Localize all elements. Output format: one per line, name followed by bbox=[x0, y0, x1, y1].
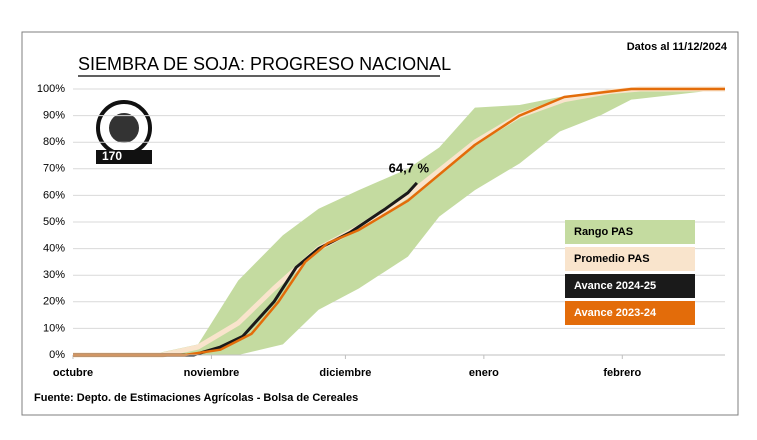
legend-label: Avance 2023-24 bbox=[574, 307, 657, 319]
legend-label: Promedio PAS bbox=[574, 253, 650, 265]
data-label: 64,7 % bbox=[389, 160, 430, 175]
x-tick-label: diciembre bbox=[319, 367, 371, 379]
y-tick-label: 100% bbox=[37, 83, 65, 95]
logo: 170 bbox=[96, 100, 152, 164]
logo-text: 170 bbox=[102, 149, 122, 163]
range-area bbox=[73, 89, 725, 355]
x-tick-label: enero bbox=[469, 367, 499, 379]
y-tick-label: 10% bbox=[43, 322, 65, 334]
y-tick-label: 70% bbox=[43, 163, 65, 175]
y-tick-label: 40% bbox=[43, 243, 65, 255]
legend-swatch bbox=[565, 247, 695, 271]
series-line bbox=[73, 87, 725, 357]
x-tick-label: octubre bbox=[53, 367, 93, 379]
y-tick-label: 30% bbox=[43, 269, 65, 281]
chart-title: SIEMBRA DE SOJA: PROGRESO NACIONAL bbox=[78, 54, 451, 74]
legend-label: Avance 2024-25 bbox=[574, 280, 656, 292]
legend-swatch bbox=[565, 274, 695, 298]
y-tick-label: 0% bbox=[49, 349, 65, 361]
y-tick-label: 20% bbox=[43, 296, 65, 308]
source: Fuente: Depto. de Estimaciones Agrícolas… bbox=[34, 392, 358, 404]
y-tick-label: 80% bbox=[43, 136, 65, 148]
y-tick-label: 50% bbox=[43, 216, 65, 228]
subtitle: Datos al 11/12/2024 bbox=[627, 41, 728, 53]
y-tick-label: 60% bbox=[43, 189, 65, 201]
x-tick-label: febrero bbox=[603, 367, 641, 379]
legend-label: Rango PAS bbox=[574, 226, 633, 238]
legend-swatch bbox=[565, 301, 695, 325]
y-tick-label: 90% bbox=[43, 110, 65, 122]
x-tick-label: noviembre bbox=[184, 367, 240, 379]
series-line bbox=[73, 181, 418, 357]
legend-swatch bbox=[565, 220, 695, 244]
